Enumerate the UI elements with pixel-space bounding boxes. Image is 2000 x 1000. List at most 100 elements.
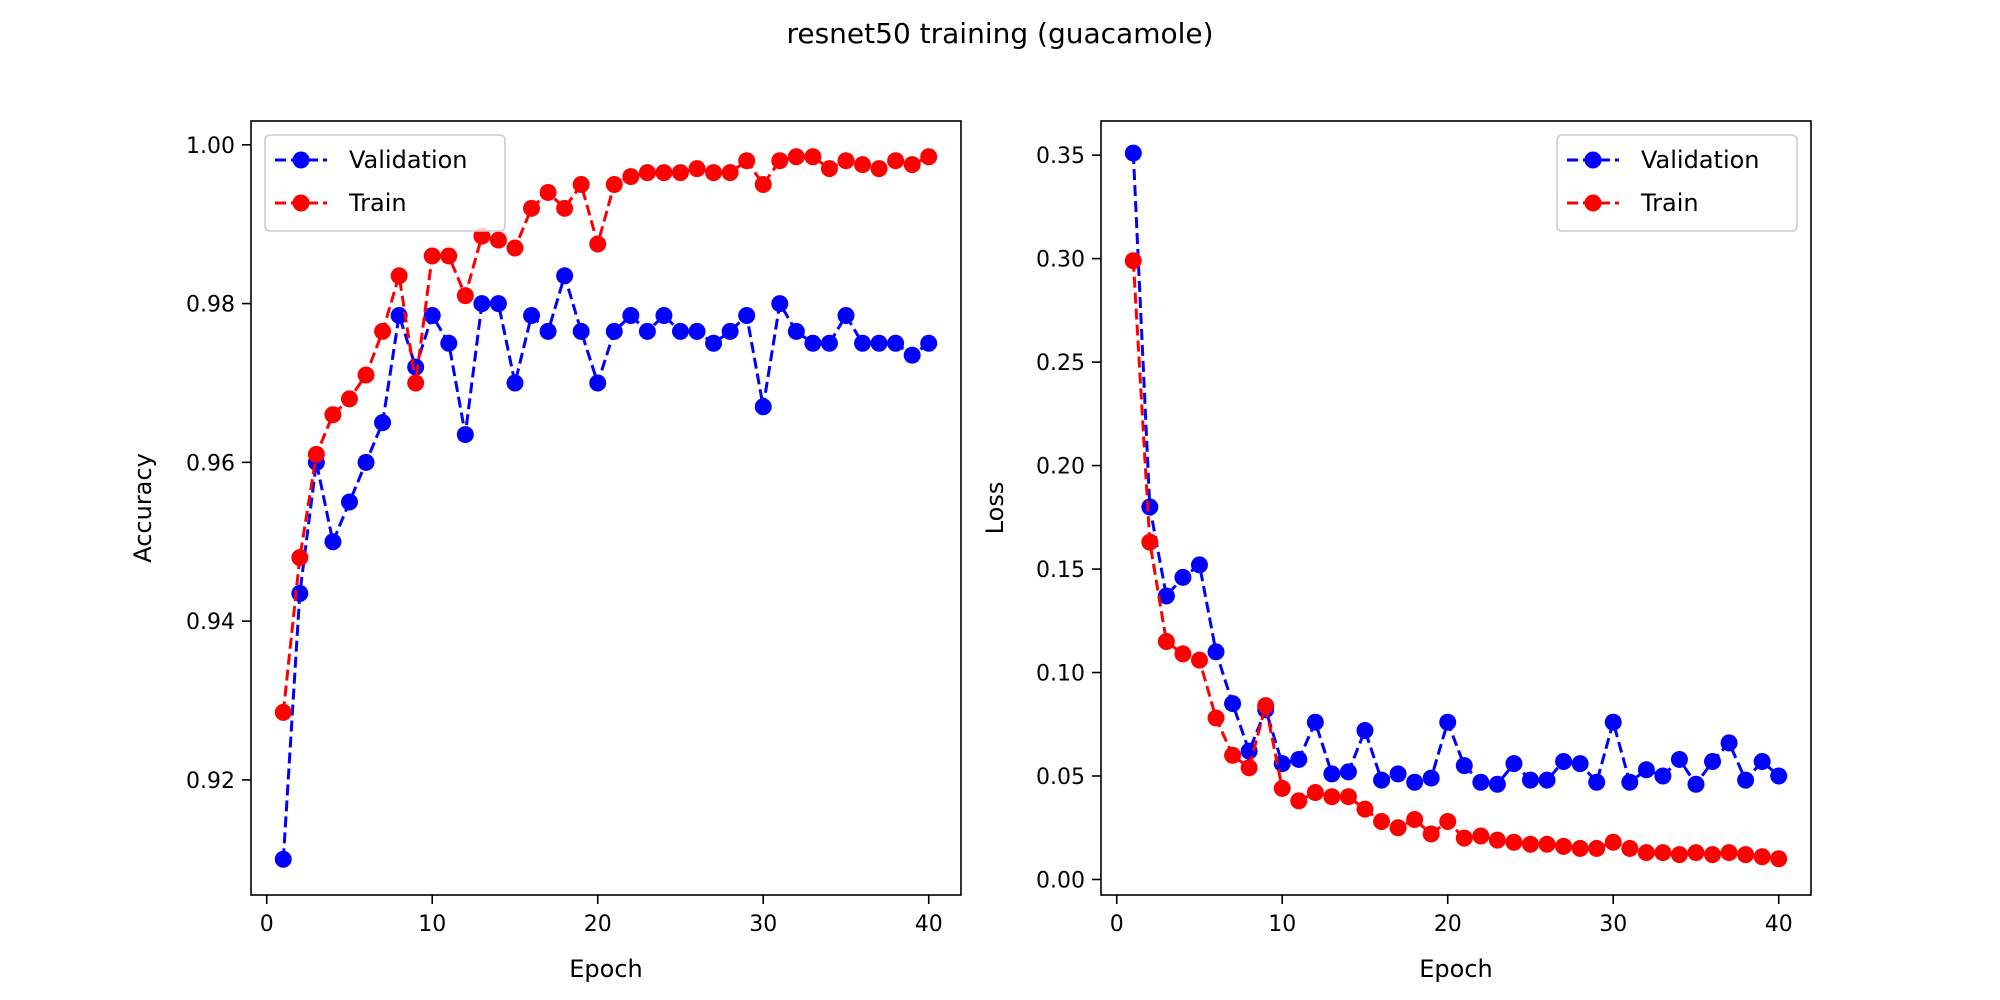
loss-validation-point [1637,761,1655,779]
loss-y-tick-label: 0.15 [1036,558,1085,583]
loss-validation-point [1604,713,1622,731]
loss-train-point [1704,846,1722,864]
loss-plot-content [1124,144,1788,868]
loss-y-tick-label: 0.20 [1036,455,1085,480]
accuracy-x-tick-label: 30 [749,912,777,937]
loss-validation-point [1621,773,1639,791]
loss-train-line [1131,260,1779,861]
accuracy-y-axis-label: Accuracy [129,453,157,563]
accuracy-validation-point [274,850,292,868]
accuracy-train-point [390,267,408,285]
accuracy-train-point [324,406,342,424]
accuracy-validation-point [638,322,656,340]
accuracy-validation-point [754,398,772,416]
accuracy-train-point [870,160,888,178]
accuracy-train-point [787,148,805,166]
loss-axes-frame [1100,120,1812,896]
loss-train-point [1604,833,1622,851]
loss-validation-point [1157,587,1175,605]
loss-validation-point [1439,713,1457,731]
loss-train-point [1323,788,1341,806]
accuracy-train-point [655,164,673,182]
loss-validation-point [1704,753,1722,771]
accuracy-legend-validation-label: Validation [349,146,468,174]
accuracy-train-point [903,156,921,174]
loss-validation-point [1174,568,1192,586]
loss-y-tick-label: 0.30 [1036,248,1085,273]
loss-chart: 0 10 20 30 40 0.00 0.05 0.10 0.15 0.20 0.25 0.30 0.3… [981,120,1812,983]
loss-train-point [1521,835,1539,853]
loss-validation-point [1323,765,1341,783]
loss-train-point [1770,850,1788,868]
loss-x-tick-label: 20 [1434,912,1462,937]
loss-train-point [1290,792,1308,810]
accuracy-validation-point [523,306,541,324]
loss-validation-point [1770,767,1788,785]
loss-validation-point [1306,713,1324,731]
accuracy-train-point [407,374,425,392]
accuracy-plot-content [274,148,938,868]
loss-train-point [1373,813,1391,831]
loss-validation-point [1521,771,1539,789]
loss-validation-point [1290,750,1308,768]
figure-title: resnet50 training (guacamole) [786,17,1213,50]
accuracy-train-point [506,239,524,257]
loss-x-tick-label: 0 [1110,912,1124,937]
accuracy-train-point [440,247,458,265]
accuracy-validation-point [903,346,921,364]
accuracy-validation-point [390,306,408,324]
accuracy-train-point [539,183,557,201]
loss-validation-point [1224,695,1242,713]
accuracy-validation-point [820,334,838,352]
loss-train-point [1621,839,1639,857]
accuracy-train-point [705,164,723,182]
loss-train-point [1157,632,1175,650]
loss-train-point [1753,848,1771,866]
accuracy-train-point [523,199,541,217]
accuracy-chart: 0 10 20 30 40 0.92 0.94 0.96 0.98 1.00 Epoch Accu… [129,120,962,983]
accuracy-y-tick-label: 0.98 [186,293,235,318]
accuracy-train-point [854,156,872,174]
accuracy-validation-point [738,306,756,324]
loss-validation-point [1538,771,1556,789]
loss-y-tick-label: 0.05 [1036,765,1085,790]
accuracy-validation-point [605,322,623,340]
accuracy-train-point [456,287,474,305]
loss-train-point [1472,827,1490,845]
loss-validation-line [1131,153,1780,787]
accuracy-validation-point [556,267,574,285]
accuracy-train-point [771,152,789,170]
accuracy-y-tick-label: 0.92 [186,769,235,794]
accuracy-legend-train-swatch-marker [292,194,310,212]
accuracy-train-point [489,231,507,249]
loss-train-point [1555,837,1573,855]
accuracy-y-tick-label: 0.94 [186,610,235,635]
accuracy-y-tick-label: 1.00 [186,134,235,159]
loss-validation-point [1720,734,1738,752]
loss-validation-point [1654,767,1672,785]
accuracy-x-tick-label: 0 [260,912,274,937]
loss-validation-point [1571,755,1589,773]
accuracy-legend-train-label: Train [348,189,407,217]
accuracy-validation-point [324,533,342,551]
loss-validation-point [1472,773,1490,791]
loss-validation-point [1588,773,1606,791]
loss-train-point [1505,833,1523,851]
loss-validation-point [1455,757,1473,775]
loss-validation-point [1356,721,1374,739]
loss-legend-validation-label: Validation [1641,146,1760,174]
loss-x-tick-label: 30 [1599,912,1627,937]
accuracy-validation-point [589,374,607,392]
loss-validation-point [1406,773,1424,791]
accuracy-validation-point [870,334,888,352]
loss-train-point [1306,784,1324,802]
accuracy-ticks: 0 10 20 30 40 0.92 0.94 0.96 0.98 1.00 [186,134,943,937]
loss-train-point [1637,844,1655,862]
loss-validation-point [1488,775,1506,793]
accuracy-validation-point [671,322,689,340]
loss-train-point [1571,839,1589,857]
accuracy-validation-point [854,334,872,352]
loss-train-point [1174,645,1192,663]
loss-validation-point [1190,556,1208,574]
accuracy-legend-validation-swatch-marker [292,151,310,169]
